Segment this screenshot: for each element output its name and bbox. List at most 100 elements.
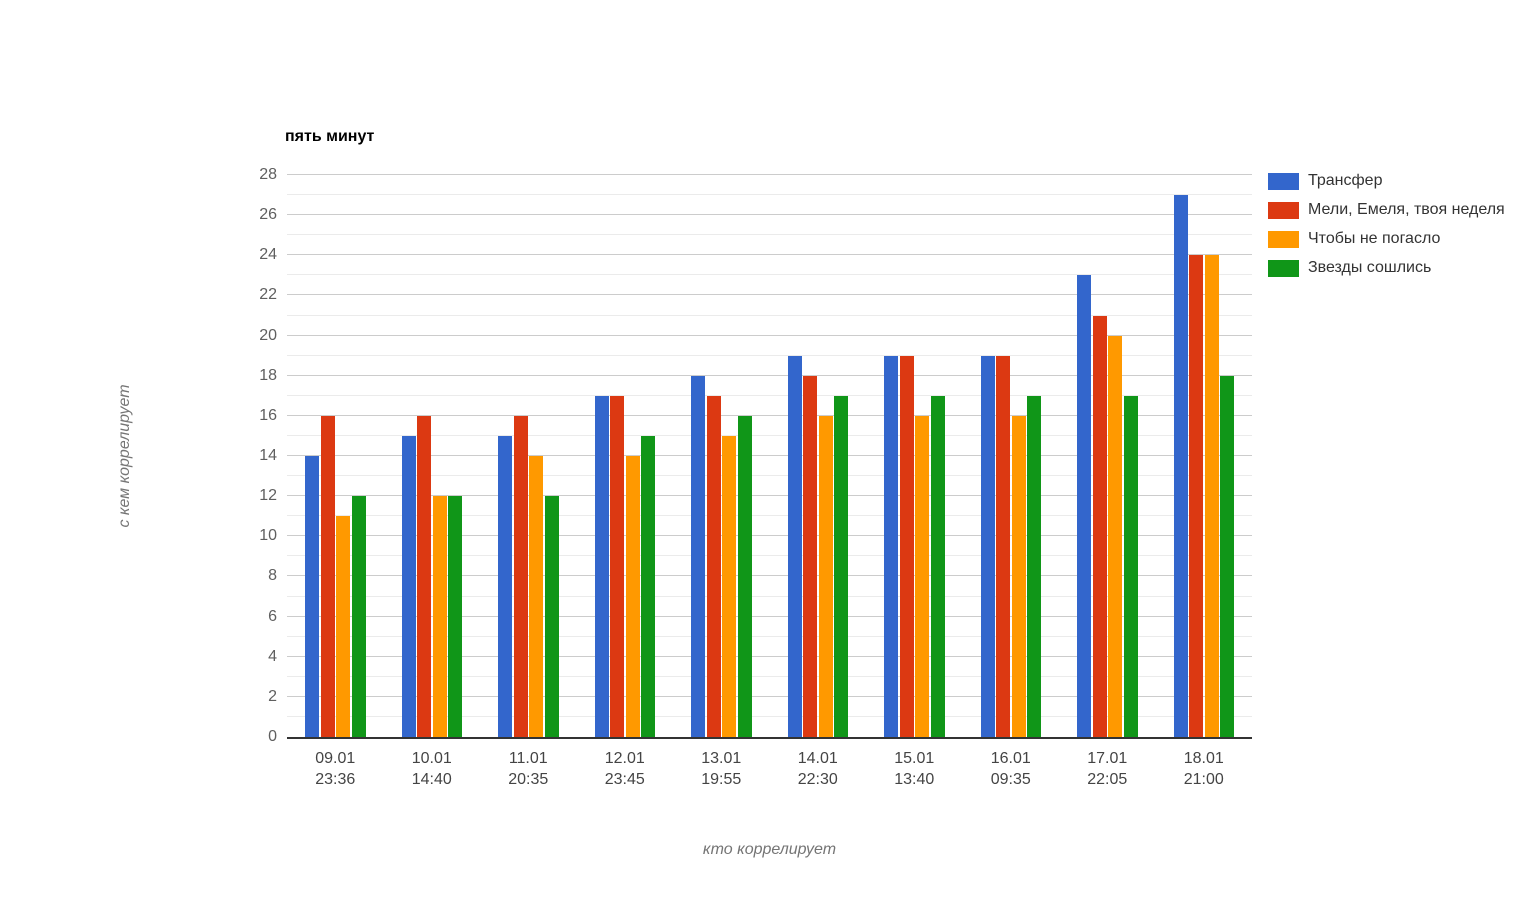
bar[interactable] xyxy=(899,355,914,737)
major-gridline xyxy=(287,455,1252,456)
legend-label: Чтобы не погасло xyxy=(1308,230,1441,247)
y-axis-tick-label: 24 xyxy=(259,246,277,264)
legend-item: Мели, Емеля, твоя неделя xyxy=(1268,201,1505,219)
minor-gridline xyxy=(287,434,1252,436)
minor-gridline xyxy=(287,475,1252,477)
bar[interactable] xyxy=(417,415,431,737)
x-axis-category-label: 14.01 22:30 xyxy=(797,750,838,788)
bar[interactable] xyxy=(930,395,945,737)
bar[interactable] xyxy=(1173,195,1188,737)
major-gridline xyxy=(287,294,1252,296)
bar[interactable] xyxy=(691,375,705,737)
minor-gridline xyxy=(287,515,1252,517)
x-axis-category-label: 17.01 22:05 xyxy=(1087,750,1128,788)
y-axis-tick-label: 8 xyxy=(268,567,277,585)
bar[interactable] xyxy=(818,415,833,737)
legend-swatch xyxy=(1268,259,1299,277)
minor-gridline xyxy=(287,715,1252,717)
bar[interactable] xyxy=(305,456,319,737)
bar[interactable] xyxy=(706,395,721,737)
bar[interactable] xyxy=(803,375,817,737)
bar[interactable] xyxy=(1108,335,1122,737)
x-axis-category-label: 11.01 20:35 xyxy=(508,750,549,788)
x-axis-category-label: 10.01 14:40 xyxy=(411,750,452,788)
major-gridline xyxy=(287,334,1252,336)
major-gridline xyxy=(287,535,1252,537)
legend-swatch xyxy=(1268,201,1299,219)
minor-gridline xyxy=(287,394,1252,396)
y-axis-tick-label: 12 xyxy=(259,487,277,505)
legend-swatch xyxy=(1268,230,1299,248)
major-gridline xyxy=(287,615,1252,617)
x-axis-category-label: 15.01 13:40 xyxy=(894,750,935,788)
x-axis: 09.01 23:36 10.01 14:40 11.01 20:35 12.01 23:45… xyxy=(287,748,1252,798)
x-axis-category-label: 16.01 09:35 xyxy=(990,750,1031,788)
bar[interactable] xyxy=(1220,375,1234,737)
bar[interactable] xyxy=(1077,275,1091,737)
bar[interactable] xyxy=(722,435,736,737)
major-gridline xyxy=(287,374,1252,376)
chart-title: пять минут xyxy=(285,128,375,145)
bar[interactable] xyxy=(1011,415,1026,737)
bar[interactable] xyxy=(351,496,366,737)
y-axis: 0 2 4 6 8 10 12 14 16 18 20 22 24 26 28 xyxy=(207,166,277,745)
bar[interactable] xyxy=(401,435,416,737)
major-gridline xyxy=(287,575,1252,577)
legend: Трансфер Мели, Емеля, твоя неделя Чтобы не… xyxy=(1268,172,1505,288)
bar[interactable] xyxy=(787,355,802,737)
y-axis-tick-label: 16 xyxy=(259,406,277,424)
y-axis-tick-label: 2 xyxy=(268,687,277,705)
major-gridline xyxy=(287,495,1252,497)
legend-swatch xyxy=(1268,172,1299,190)
y-axis-tick-label: 4 xyxy=(268,647,277,665)
bar[interactable] xyxy=(529,456,543,737)
bar[interactable] xyxy=(996,355,1010,737)
bar[interactable] xyxy=(737,415,752,737)
bar[interactable] xyxy=(498,435,512,737)
minor-gridline xyxy=(287,234,1252,236)
minor-gridline xyxy=(287,194,1252,196)
major-gridline xyxy=(287,695,1252,697)
bar[interactable] xyxy=(641,435,655,737)
legend-label: Трансфер xyxy=(1308,172,1383,189)
x-axis-category-label: 12.01 23:45 xyxy=(604,750,645,788)
bar[interactable] xyxy=(884,355,898,737)
x-axis-category-label: 18.01 21:00 xyxy=(1183,750,1224,788)
bar[interactable] xyxy=(320,415,335,737)
x-axis-title: кто коррелирует xyxy=(702,841,837,858)
major-gridline xyxy=(287,174,1252,175)
bar[interactable] xyxy=(1204,255,1219,737)
minor-gridline xyxy=(287,555,1252,557)
bar[interactable] xyxy=(336,516,350,737)
x-axis-category-label: 13.01 19:55 xyxy=(701,750,742,788)
y-axis-tick-label: 18 xyxy=(259,366,277,384)
y-axis-tick-label: 14 xyxy=(259,447,277,464)
minor-gridline xyxy=(287,635,1252,637)
bar[interactable] xyxy=(1092,315,1107,737)
y-axis-tick-label: 10 xyxy=(259,527,277,545)
y-axis-tick-label: 28 xyxy=(259,166,277,183)
bar[interactable] xyxy=(915,415,929,737)
bar[interactable] xyxy=(544,496,559,737)
bar[interactable] xyxy=(625,456,640,737)
bar[interactable] xyxy=(1123,395,1138,737)
minor-gridline xyxy=(287,595,1252,597)
bar[interactable] xyxy=(448,496,462,737)
bar[interactable] xyxy=(1027,395,1041,737)
bar[interactable] xyxy=(980,355,995,737)
plot-area xyxy=(287,174,1252,739)
y-axis-title: с кем коррелирует xyxy=(116,384,133,528)
bar[interactable] xyxy=(513,415,528,737)
x-axis-category-label: 09.01 23:36 xyxy=(315,750,356,788)
bar[interactable] xyxy=(594,395,609,737)
y-axis-tick-label: 0 xyxy=(268,728,277,745)
bar[interactable] xyxy=(834,395,848,737)
legend-item: Чтобы не погасло xyxy=(1268,230,1505,248)
bar[interactable] xyxy=(610,395,624,737)
legend-label: Мели, Емеля, твоя неделя xyxy=(1308,201,1505,218)
minor-gridline xyxy=(287,314,1252,316)
bar[interactable] xyxy=(432,496,447,737)
bar[interactable] xyxy=(1189,255,1203,737)
minor-gridline xyxy=(287,274,1252,276)
